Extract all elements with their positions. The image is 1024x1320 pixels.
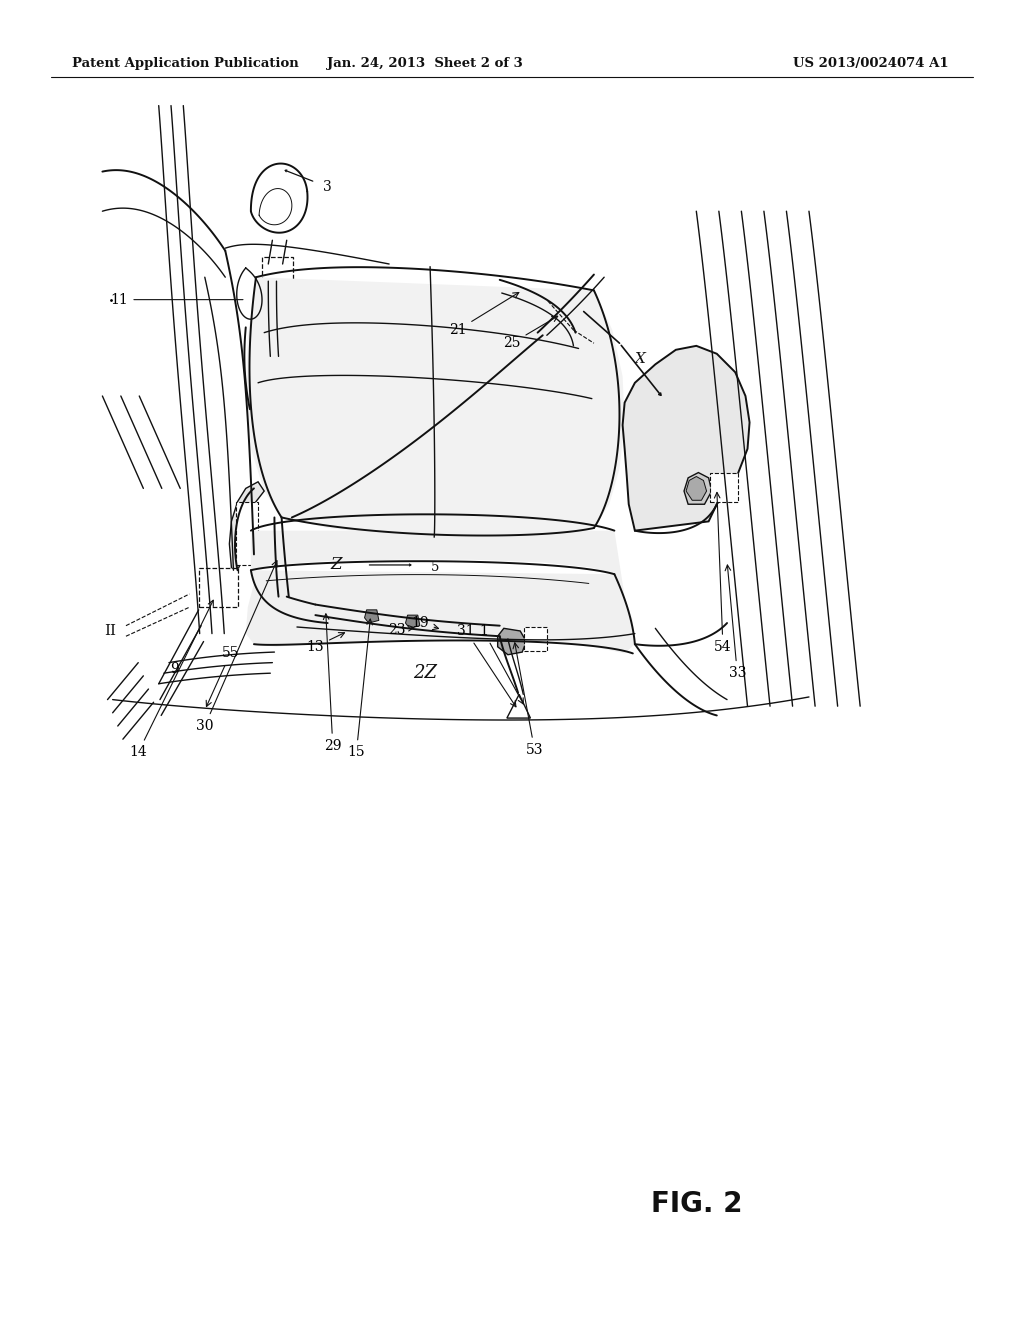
Polygon shape (686, 477, 707, 500)
Text: Jan. 24, 2013  Sheet 2 of 3: Jan. 24, 2013 Sheet 2 of 3 (327, 57, 523, 70)
Text: 54: 54 (714, 492, 732, 653)
Polygon shape (684, 473, 712, 504)
Text: 33: 33 (725, 565, 746, 680)
Text: 31: 31 (457, 624, 516, 706)
Polygon shape (229, 482, 264, 570)
Text: 21: 21 (449, 293, 519, 337)
Text: Z: Z (330, 557, 342, 573)
Polygon shape (246, 277, 625, 537)
Text: 29: 29 (324, 614, 342, 752)
Text: 11: 11 (111, 293, 243, 306)
Polygon shape (365, 610, 379, 623)
Text: II: II (104, 624, 117, 638)
Text: 13: 13 (306, 632, 344, 653)
Text: 30: 30 (196, 561, 278, 733)
Polygon shape (623, 346, 750, 531)
Text: 2Z: 2Z (413, 664, 437, 682)
Text: 3: 3 (324, 181, 332, 194)
Text: 19: 19 (411, 616, 438, 630)
Bar (236, 502, 258, 565)
Text: 55: 55 (206, 647, 240, 706)
Text: 14: 14 (129, 601, 213, 759)
Text: 9: 9 (170, 663, 178, 676)
Bar (710, 473, 738, 502)
Text: Patent Application Publication: Patent Application Publication (72, 57, 298, 70)
Text: FIG. 2: FIG. 2 (651, 1189, 742, 1218)
Text: 5: 5 (431, 561, 439, 574)
Text: 23: 23 (388, 623, 414, 636)
Bar (199, 568, 238, 607)
Text: 53: 53 (513, 643, 544, 756)
Bar (524, 627, 547, 651)
Text: 15: 15 (347, 619, 373, 759)
Text: 25: 25 (503, 317, 558, 350)
Text: 1: 1 (479, 624, 523, 704)
Polygon shape (498, 628, 526, 655)
Polygon shape (246, 531, 635, 653)
Polygon shape (406, 615, 420, 628)
Text: US 2013/0024074 A1: US 2013/0024074 A1 (793, 57, 948, 70)
Polygon shape (507, 694, 530, 718)
Bar (262, 257, 293, 281)
Text: X: X (635, 352, 645, 366)
